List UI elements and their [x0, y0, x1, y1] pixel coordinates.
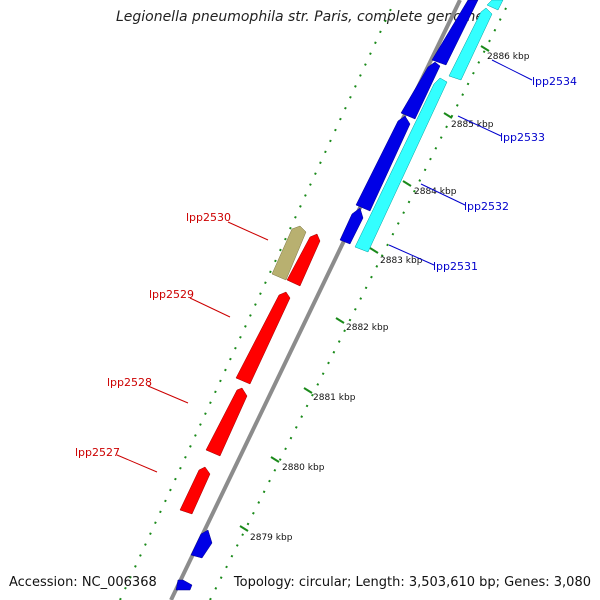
tick-label: 2886 kbp [487, 52, 530, 62]
map-title: Legionella pneumophila str. Paris, compl… [115, 9, 485, 25]
gene-blue [190, 529, 213, 559]
gene-label-lpp2534: lpp2534 [532, 75, 577, 88]
leader-lpp2532 [420, 183, 466, 206]
gene-lpp2529-red [235, 291, 291, 385]
tick-label: 2880 kbp [282, 463, 325, 473]
gene-blue [400, 61, 441, 120]
gene-label-lpp2532: lpp2532 [464, 200, 509, 213]
tick-label: 2879 kbp [250, 533, 293, 543]
tick-label: 2882 kbp [346, 323, 389, 333]
leader-lpp2529 [189, 297, 231, 318]
gene-label-lpp2528: lpp2528 [107, 376, 152, 389]
gene-lpp2528-red [205, 387, 248, 457]
tick-label: 2881 kbp [313, 393, 356, 403]
leader-lpp2533 [457, 115, 502, 137]
leader-lpp2528 [147, 385, 189, 404]
gene-lpp2534-blue [431, 0, 479, 66]
leader-lpp2530 [227, 221, 269, 241]
label-leaders [116, 59, 533, 473]
accession-text: Accession: NC_006368 [9, 575, 157, 590]
tick-2883 [369, 247, 379, 254]
gene-lpp2533-cyan [448, 7, 493, 81]
topology-text: Topology: circular; Length: 3,503,610 bp… [233, 575, 591, 590]
leader-lpp2527 [116, 454, 158, 473]
tick-2886 [480, 45, 490, 52]
gene-lpp2527-red [179, 466, 211, 515]
tick-label: 2884 kbp [414, 187, 457, 197]
gene-label-lpp2531: lpp2531 [433, 260, 478, 273]
gene-label-lpp2529: lpp2529 [149, 288, 194, 301]
gene-lpp2531-cyan [354, 77, 448, 253]
leader-lpp2531 [388, 244, 435, 266]
tick-2881 [303, 387, 313, 394]
gene-label-lpp2527: lpp2527 [75, 446, 120, 459]
leader-lpp2534 [491, 59, 533, 81]
gene-red [286, 233, 321, 287]
tick-2885 [443, 112, 453, 119]
gene-label-lpp2530: lpp2530 [186, 211, 231, 224]
tick-label: 2885 kbp [451, 120, 494, 130]
forward-genes [175, 0, 504, 591]
gene-lpp2530-khaki [271, 225, 307, 281]
gene-label-lpp2533: lpp2533 [500, 131, 545, 144]
gene-cyan-top [486, 0, 504, 11]
tick-marks [239, 45, 490, 532]
tick-2879 [239, 525, 249, 532]
tick-2884 [402, 180, 412, 187]
gene-blue [175, 579, 193, 591]
tick-label: 2883 kbp [380, 256, 423, 266]
tick-2882 [335, 317, 345, 324]
tick-2880 [270, 456, 280, 463]
outer-dotted-guide [209, 0, 511, 600]
reverse-genes [179, 225, 321, 515]
gene-blue-small [339, 207, 364, 245]
gene-lpp2532-blue [355, 115, 411, 212]
